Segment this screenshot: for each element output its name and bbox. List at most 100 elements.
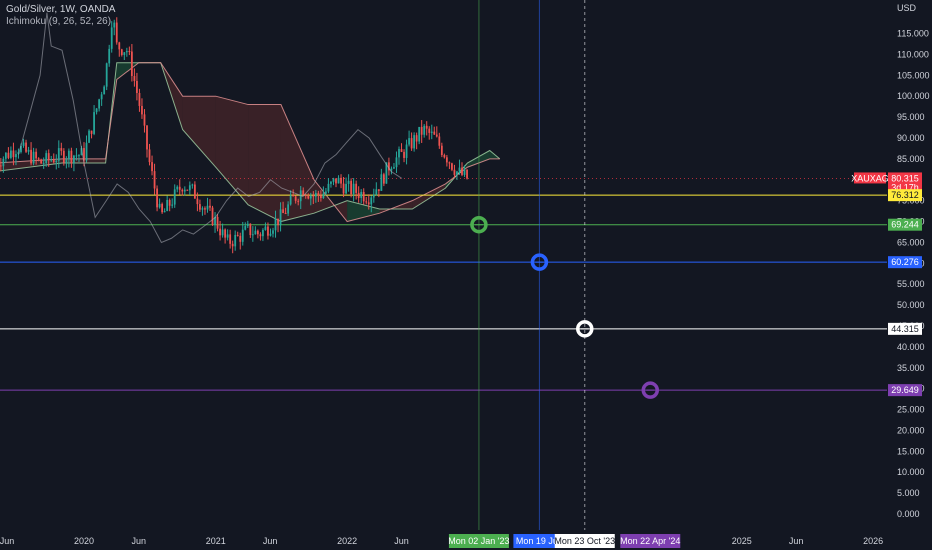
y-axis-tick-label: 5.000 [897,488,920,498]
candle-body [52,159,55,163]
candle-body [178,186,181,190]
y-axis-tick-label: 40.000 [897,342,925,352]
candle-body [166,199,169,211]
senkou-span-a-line [0,62,501,223]
candle-body [176,186,179,190]
candle-body [337,177,340,184]
candle-body [130,51,133,76]
chart-symbol-title: Gold/Silver, 1W, OANDA [6,4,116,15]
candle-body [259,234,262,237]
candle-body [279,209,282,226]
candle-body [236,234,239,236]
candle-body [357,192,360,198]
candle-body [398,149,400,158]
candle-body [168,199,171,206]
x-axis-tick-label: Jun [394,536,409,546]
x-axis-tick-label: 2021 [206,536,226,546]
candle-body [50,159,53,161]
x-axis-tick-label: Jun [789,536,804,546]
candle-body [103,86,106,95]
candle-body [216,216,219,229]
candle-body [123,52,126,55]
candle-body [67,150,70,160]
indicator-legend[interactable]: Ichimoku (9, 26, 52, 26) [6,16,112,27]
candle-body [239,235,242,242]
cloud-segment [412,183,446,210]
cloud-segment [215,96,249,205]
level-price-label-text: 29.649 [891,385,919,395]
candle-body [246,223,249,226]
candle-body [125,50,128,53]
level-price-label-text: 44.315 [891,324,919,334]
candle-body [191,184,194,186]
candle-body [100,94,103,100]
last-price-label-text: 80.315 [891,173,919,183]
candle-body [133,75,136,81]
candle-body [148,149,151,163]
x-axis-tick-label: 2026 [863,536,883,546]
candle-body [161,203,164,213]
y-axis-tick-label: 65.000 [897,237,925,247]
countdown-label-text: 3d 17h [891,182,919,192]
candle-body [249,223,252,236]
candle-body [430,131,433,133]
candle-body [57,148,60,161]
candle-body [35,151,38,159]
candle-body [269,233,272,236]
symbol-label-text: XAUXAG [851,173,889,183]
chikou-span-line [17,12,403,244]
candle-body [413,135,416,149]
candle-body [40,159,43,164]
y-axis-tick-label: 100.000 [897,91,930,101]
level-price-label-box [888,256,922,269]
candle-body [153,171,156,189]
candle-body [83,148,85,161]
candle-body [340,177,342,184]
date-label-box [513,534,566,548]
candle-body [146,125,148,150]
candle-body [294,196,297,201]
level-price-label-box [888,322,922,335]
candle-body [0,165,2,167]
candle-body [309,195,312,199]
candle-body [188,185,191,191]
candle-body [4,152,7,159]
candle-body [234,234,237,247]
candle-body [73,155,75,163]
candle-body [367,202,370,205]
candle-body [395,157,398,168]
candle-body [385,162,388,184]
level-price-label-text: 76.312 [891,190,919,200]
candle-body [7,152,10,158]
date-label-text: Mon 19 Jun [516,536,563,546]
candle-body [25,142,27,152]
candle-body [193,184,196,199]
last-price-label-box [888,172,922,193]
candle-body [221,229,224,236]
candle-body [90,130,93,134]
candle-body [98,99,101,109]
y-axis-tick-label: 20.000 [897,425,925,435]
candle-body [226,234,229,238]
candle-body [151,162,153,172]
candle-body [211,207,214,225]
candle-body [428,128,431,133]
candle-body [138,92,141,106]
candle-body [282,209,284,213]
level-price-label-text: 69.244 [891,220,919,230]
y-axis-tick-label: 105.000 [897,70,930,80]
candle-body [171,204,174,206]
candle-body [287,204,290,214]
candle-body [388,162,390,171]
candle-body [362,191,365,202]
candle-body [105,63,108,87]
candle-body [342,183,345,194]
candle-body [375,189,378,195]
x-axis-tick-label: Jun [263,536,278,546]
candle-body [297,200,300,202]
candle-body [183,189,186,192]
candle-body [136,80,138,93]
candle-body [277,218,279,226]
candle-body [32,151,35,164]
